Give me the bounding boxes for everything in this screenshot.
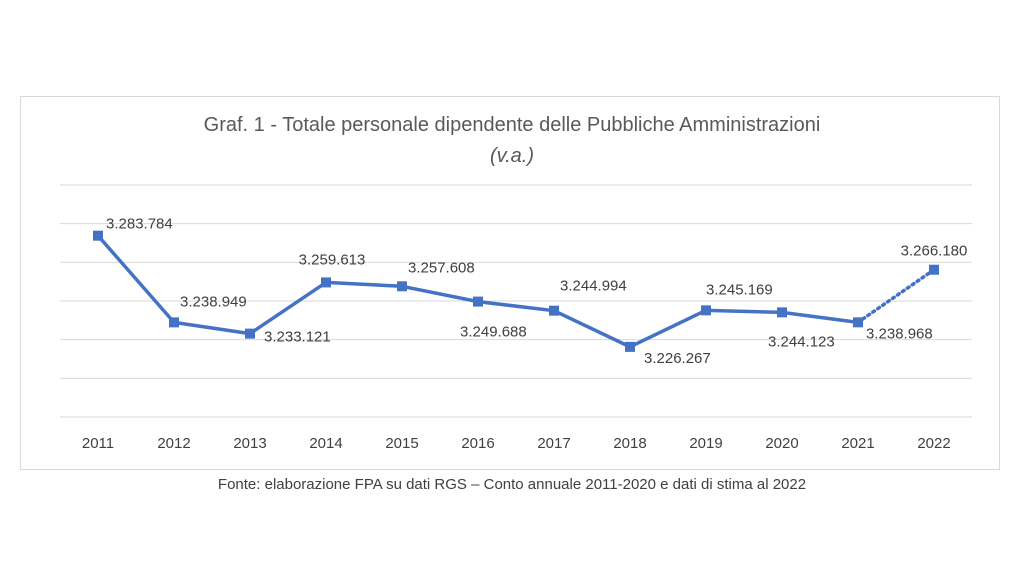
data-point xyxy=(245,328,255,339)
x-tick-label: 2012 xyxy=(157,435,190,452)
data-label: 3.259.613 xyxy=(299,251,366,268)
x-tick-label: 2020 xyxy=(765,435,798,452)
x-tick-label: 2015 xyxy=(385,435,418,452)
source-note: Fonte: elaborazione FPA su dati RGS – Co… xyxy=(217,476,807,493)
x-tick-label: 2016 xyxy=(461,435,494,452)
data-label: 3.244.123 xyxy=(768,333,835,350)
x-tick-label: 2013 xyxy=(233,435,266,452)
data-label: 3.238.968 xyxy=(866,325,933,342)
x-tick-label: 2011 xyxy=(82,435,114,452)
data-point xyxy=(777,307,787,318)
data-point xyxy=(93,230,103,241)
data-point xyxy=(701,305,711,316)
data-label: 3.244.994 xyxy=(560,278,627,295)
data-point xyxy=(549,305,559,316)
data-label: 3.226.267 xyxy=(644,350,711,367)
data-point xyxy=(169,317,179,328)
data-point xyxy=(397,281,407,292)
data-label: 3.257.608 xyxy=(408,259,475,276)
x-tick-label: 2019 xyxy=(689,435,722,452)
x-tick-label: 2017 xyxy=(537,435,570,452)
chart-subtitle: (v.a.) xyxy=(489,145,535,167)
data-label: 3.233.121 xyxy=(264,329,331,346)
chart-title: Graf. 1 - Totale personale dipendente de… xyxy=(203,114,821,136)
data-label: 3.245.169 xyxy=(706,281,773,298)
x-tick-label: 2021 xyxy=(841,435,874,452)
chart-frame xyxy=(20,96,1000,470)
data-point xyxy=(625,341,635,352)
data-label: 3.266.180 xyxy=(901,243,968,260)
data-point xyxy=(473,296,483,307)
series-line-estimate xyxy=(856,267,936,325)
x-tick-label: 2022 xyxy=(917,435,950,452)
data-label: 3.238.949 xyxy=(180,293,247,310)
x-tick-label: 2014 xyxy=(309,435,342,452)
data-label: 3.283.784 xyxy=(106,216,173,233)
data-label: 3.249.688 xyxy=(460,324,527,341)
data-point xyxy=(929,264,939,275)
data-point xyxy=(853,317,863,328)
x-tick-label: 2018 xyxy=(613,435,646,452)
data-point xyxy=(321,277,331,288)
